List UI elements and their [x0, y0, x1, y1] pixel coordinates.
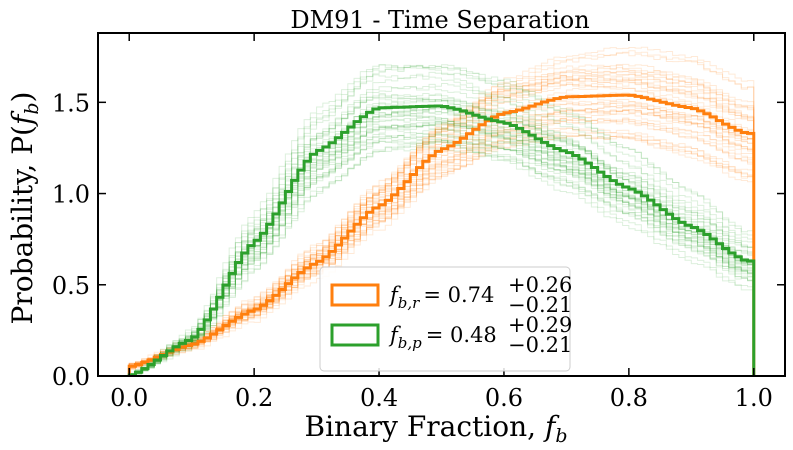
legend: fb,r = 0.74 +0.26 −0.21 fb,p = 0.48 +0.29 …	[319, 266, 572, 372]
posterior-draw-r	[128, 96, 755, 376]
plot-frame	[97, 32, 786, 377]
posterior-draw-p	[128, 121, 755, 376]
posterior-draw-r	[128, 75, 755, 376]
posterior-draw-p	[129, 140, 755, 377]
posterior-draw-r	[128, 76, 755, 376]
posterior-draw-r	[128, 105, 755, 376]
posterior-draw-r	[128, 131, 755, 376]
posterior-draw-p	[128, 64, 755, 376]
legend-err-minus-p: −0.21	[508, 333, 572, 357]
posterior-draw-r	[128, 64, 755, 376]
posterior-draw-p	[128, 129, 755, 376]
chart-title: DM91 - Time Separation	[290, 6, 589, 34]
posterior-draw-r	[128, 83, 755, 376]
y-tick-label: 1.0	[52, 181, 90, 209]
legend-label-r: fb,r = 0.74	[388, 283, 494, 312]
posterior-draw-r	[128, 63, 755, 376]
posterior-draw-r	[128, 81, 755, 376]
posterior-draw-r	[128, 135, 755, 376]
posterior-draw-p	[128, 94, 755, 376]
posterior-draw-p	[128, 120, 755, 376]
posterior-draw-p	[128, 118, 755, 376]
series-lines	[127, 93, 756, 377]
posterior-draw-p	[128, 133, 755, 376]
posterior-draw-p	[128, 133, 755, 376]
posterior-draw-r	[128, 52, 755, 376]
legend-swatch-r	[330, 283, 380, 307]
x-tick-label: 1.0	[735, 384, 773, 412]
posterior-draw-r	[128, 80, 755, 376]
x-tick-label: 0.8	[610, 384, 648, 412]
posterior-draw-r	[128, 109, 755, 376]
posterior-draw-p	[128, 139, 755, 376]
x-tick-label: 0.4	[360, 384, 398, 412]
posterior-draw-p	[129, 64, 755, 377]
posterior-draw-p	[129, 138, 755, 377]
posterior-draw-p	[128, 124, 755, 376]
posterior-draw-r	[128, 67, 755, 376]
posterior-draw-r	[128, 106, 755, 376]
posterior-draw-p	[128, 122, 755, 376]
posterior-draw-p	[128, 64, 755, 376]
y-axis-ticks: 0.0 0.5 1.0 1.5	[52, 89, 785, 391]
posterior-draw-r	[128, 110, 755, 376]
posterior-draw-p	[128, 83, 755, 377]
x-axis-ticks: 0.0 0.2 0.4 0.6 0.8 1.0	[110, 33, 773, 412]
x-tick-label: 0.6	[485, 384, 523, 412]
posterior-draws	[128, 46, 755, 377]
posterior-draw-p	[128, 116, 755, 377]
posterior-draw-p	[128, 74, 755, 377]
series-line-r	[127, 93, 756, 376]
posterior-draw-r	[128, 76, 755, 376]
posterior-draw-r	[128, 71, 755, 376]
x-tick-label: 0.0	[110, 384, 148, 412]
legend-err-plus-p: +0.29	[508, 313, 572, 337]
posterior-draw-p	[128, 64, 755, 376]
legend-swatch-p	[330, 323, 380, 347]
legend-label-p: fb,p = 0.48	[388, 323, 497, 352]
legend-err-minus-r: −0.21	[508, 293, 572, 317]
x-axis-label: Binary Fraction, fb	[305, 410, 568, 447]
posterior-draw-p	[128, 104, 755, 376]
posterior-draw-r	[128, 72, 755, 376]
posterior-draw-p	[128, 133, 755, 376]
posterior-draw-r	[128, 127, 755, 376]
y-tick-label: 1.5	[52, 89, 90, 117]
y-axis-label: Probability, P(fb)	[6, 92, 43, 325]
legend-err-plus-r: +0.26	[508, 273, 572, 297]
posterior-draw-r	[128, 50, 755, 376]
posterior-draw-r	[128, 108, 755, 376]
posterior-draw-r	[128, 134, 755, 376]
posterior-draw-p	[128, 86, 755, 376]
posterior-draw-r	[128, 109, 755, 376]
posterior-draw-r	[128, 77, 755, 376]
legend-frame	[319, 266, 571, 372]
x-tick-label: 0.2	[235, 384, 273, 412]
series-line-p	[127, 104, 756, 377]
posterior-draw-r	[128, 118, 755, 376]
posterior-draw-p	[128, 95, 755, 376]
posterior-draw-p	[129, 140, 755, 377]
y-tick-label: 0.0	[52, 363, 90, 391]
posterior-draw-p	[128, 127, 755, 376]
y-tick-label: 0.5	[52, 272, 90, 300]
posterior-draw-r	[128, 117, 755, 376]
